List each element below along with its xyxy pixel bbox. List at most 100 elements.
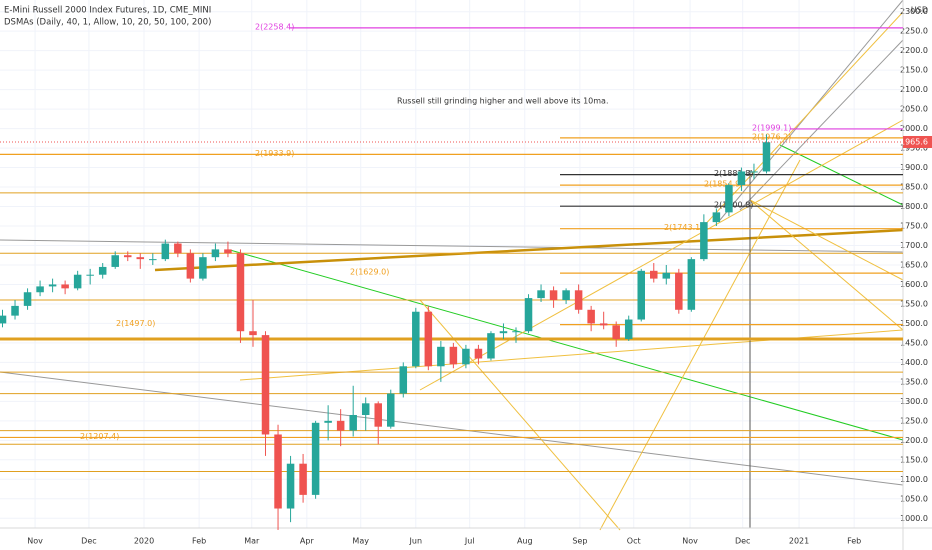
candle-body	[361, 403, 370, 415]
y-tick-label: 1300.0	[900, 397, 928, 406]
y-tick-label: 2200.0	[900, 46, 928, 55]
candle-body	[73, 274, 82, 289]
y-tick-label: 1750.0	[900, 222, 928, 231]
chart-title: E-Mini Russell 2000 Index Futures, 1D, C…	[4, 6, 211, 16]
y-tick-label: 1700.0	[900, 241, 928, 250]
candle-body	[387, 393, 395, 427]
candle-body	[524, 298, 533, 332]
x-tick-label: Dec	[735, 537, 750, 546]
candle-body	[549, 290, 558, 301]
y-tick-label: 1050.0	[900, 494, 928, 503]
candle-body	[211, 249, 220, 258]
x-tick-label: Jul	[464, 537, 475, 546]
candle-body	[537, 290, 545, 299]
candle-body	[437, 346, 445, 367]
y-tick-label: 2250.0	[900, 27, 928, 36]
candle-body	[412, 311, 420, 367]
candle-body	[762, 142, 771, 172]
candle-body	[599, 323, 608, 326]
candle-body	[98, 266, 107, 275]
candle-body	[712, 212, 721, 223]
x-tick-label: 2020	[134, 537, 154, 546]
level-label: 2(1743.1)	[664, 223, 703, 232]
level-label: 2(1497.0)	[116, 319, 155, 328]
candle-body	[274, 434, 282, 509]
candle-body	[349, 414, 357, 431]
candle-body	[725, 185, 733, 213]
trend-line	[229, 249, 904, 441]
x-tick-label: 2021	[789, 537, 809, 546]
y-tick-label: 2050.0	[900, 105, 928, 114]
trend-line	[0, 371, 904, 486]
y-tick-label: 2300.0	[900, 7, 928, 16]
candle-body	[624, 319, 633, 340]
candle-body	[637, 270, 645, 320]
candle-body	[186, 253, 195, 279]
candle-body	[700, 222, 708, 260]
grid	[0, 0, 903, 528]
level-label: 2(1854.9)	[704, 180, 743, 189]
y-tick-label: 2000.0	[900, 124, 928, 133]
x-tick-label: Nov	[27, 537, 43, 546]
y-tick-label: 2150.0	[900, 66, 928, 75]
candle-body	[286, 463, 295, 509]
y-tick-label: 1900.0	[900, 163, 928, 172]
annotation: Russell still grinding higher and well a…	[397, 97, 609, 106]
x-tick-label: Dec	[81, 537, 96, 546]
candle-body	[11, 305, 19, 316]
trend-line	[154, 228, 904, 272]
candle-body	[324, 420, 332, 423]
trend-line	[749, 199, 904, 281]
candle-body	[512, 331, 520, 333]
y-tick-label: 1600.0	[900, 280, 928, 289]
candle-body	[574, 290, 583, 310]
x-tick-label: Mar	[244, 537, 260, 546]
x-tick-label: Feb	[847, 537, 861, 546]
y-tick-label: 1650.0	[900, 260, 928, 269]
y-tick-label: 1200.0	[900, 436, 928, 445]
candle-body	[612, 325, 620, 340]
candle-body	[199, 257, 207, 279]
y-tick-label: 2100.0	[900, 85, 928, 94]
level-label: 2(1933.9)	[255, 149, 294, 158]
x-tick-label: Oct	[627, 537, 641, 546]
candle-body	[36, 286, 44, 293]
candle-body	[123, 255, 132, 258]
last-price-tag	[903, 135, 932, 148]
y-tick-label: 1000.0	[900, 514, 928, 523]
candle-body	[299, 463, 307, 495]
y-tick-label: 1150.0	[900, 455, 928, 464]
indicator-label: DSMAs (Daily, 40, 1, Allow, 10, 20, 50, …	[4, 18, 211, 28]
x-tick-label: Sep	[572, 537, 587, 546]
candle-body	[562, 290, 570, 301]
candle-body	[111, 255, 119, 267]
x-tick-label: Aug	[517, 537, 533, 546]
candle-body	[0, 315, 7, 324]
candle-body	[61, 284, 69, 289]
trend-line	[749, 199, 904, 331]
candle-body	[174, 243, 182, 254]
candle-body	[48, 284, 57, 287]
candle-body	[449, 346, 458, 365]
y-tick-label: 1800.0	[900, 202, 928, 211]
candle-body	[499, 331, 508, 334]
y-tick-label: 1500.0	[900, 319, 928, 328]
candle-body	[336, 420, 345, 431]
candle-body	[587, 309, 595, 324]
trend-line	[699, 11, 904, 231]
candle-body	[86, 274, 94, 276]
candle-body	[249, 331, 257, 336]
y-tick-label: 1950.0	[900, 144, 928, 153]
level-label: 2(1800.8)	[714, 201, 753, 210]
level-label: 2(2258.4)	[255, 22, 294, 31]
candle-body	[487, 333, 495, 359]
candle-body	[399, 366, 408, 394]
level-label: 2(1207.4)	[80, 432, 119, 441]
candle-body	[737, 171, 746, 186]
candle-body	[311, 422, 320, 495]
candle-body	[687, 259, 696, 310]
level-label: 2(1881.8)	[714, 169, 753, 178]
candle-body	[474, 348, 483, 359]
y-tick-label: 1400.0	[900, 358, 928, 367]
